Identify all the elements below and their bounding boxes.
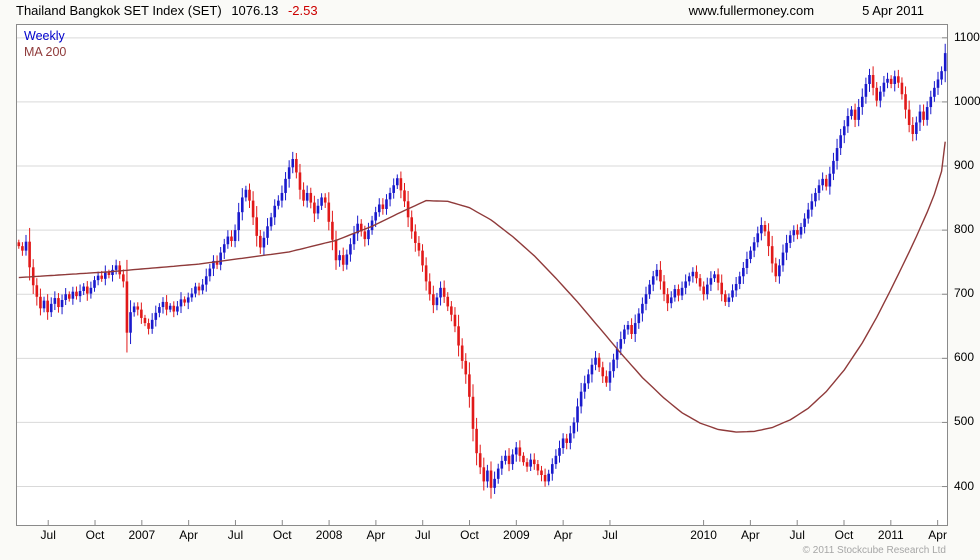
x-tick-label: Apr [179, 528, 198, 542]
x-tick-label: Jul [227, 528, 244, 542]
x-tick-label: Oct [272, 528, 292, 542]
y-tick-label: 900 [954, 158, 975, 173]
last-price: 1076.13 [231, 3, 279, 18]
website-text: www.fullermoney.com [688, 3, 815, 18]
x-tick-label: 2007 [128, 528, 156, 542]
price-change: -2.53 [287, 3, 318, 18]
header-title-group: Thailand Bangkok SET Index (SET) 1076.13… [16, 3, 324, 18]
x-tick-label: Oct [85, 528, 105, 542]
y-tick-label: 1100 [954, 29, 980, 44]
legend-ma200-label: MA 200 [24, 45, 67, 59]
x-tick-label: Oct [834, 528, 854, 542]
header-meta-group: www.fullermoney.com 5 Apr 2011 [689, 3, 964, 18]
x-tick-label: 2011 [877, 528, 904, 542]
x-tick-label: Jul [602, 528, 618, 542]
legend-weekly-label: Weekly [24, 29, 65, 43]
y-tick-label: 800 [954, 222, 975, 237]
header: Thailand Bangkok SET Index (SET) 1076.13… [16, 3, 964, 18]
chart-frame: Weekly MA 200 [16, 24, 948, 526]
price-plot [17, 37, 947, 525]
x-tick-label: 2009 [502, 528, 530, 542]
x-tick-label: Jul [40, 528, 56, 542]
x-tick-label: 2008 [315, 528, 343, 542]
x-tick-label: Jul [415, 528, 431, 542]
x-tick-label: Apr [928, 528, 947, 542]
y-tick-label: 700 [954, 286, 975, 301]
x-tick-label: 2010 [690, 528, 717, 542]
x-axis: Jul Oct 2007 Apr Jul Oct 2008 Apr Jul Oct 2009 Apr J… [17, 528, 947, 544]
x-tick-label: Apr [741, 528, 760, 542]
x-tick-label: Oct [460, 528, 479, 542]
y-tick-label: 500 [954, 414, 975, 429]
x-tick-label: Apr [366, 528, 386, 542]
chart-title: Thailand Bangkok SET Index (SET) [16, 3, 222, 18]
date-text: 5 Apr 2011 [862, 3, 924, 18]
legend: Weekly MA 200 [24, 28, 66, 60]
y-tick-label: 1000 [954, 93, 980, 108]
x-tick-label: Jul [789, 528, 805, 542]
y-tick-label: 600 [954, 350, 975, 365]
copyright-text: © 2011 Stockcube Research Ltd [802, 545, 946, 556]
x-tick-label: Apr [553, 528, 573, 542]
y-axis: 400 500 600 700 800 900 1000 1100 [951, 25, 980, 525]
y-tick-label: 400 [954, 478, 975, 493]
